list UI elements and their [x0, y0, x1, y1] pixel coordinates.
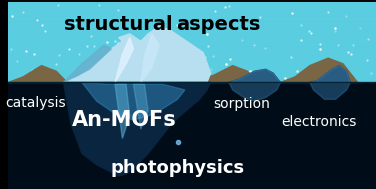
Polygon shape	[310, 66, 350, 82]
Text: catalysis: catalysis	[6, 96, 66, 110]
Bar	[8, 82, 376, 189]
Bar	[8, 66, 376, 69]
Polygon shape	[115, 38, 133, 82]
Text: An-MOFs: An-MOFs	[72, 110, 177, 130]
Text: sorption: sorption	[214, 97, 270, 111]
Bar	[8, 22, 376, 24]
Polygon shape	[229, 69, 280, 82]
Polygon shape	[64, 26, 211, 82]
Text: electronics: electronics	[281, 115, 357, 129]
Bar	[8, 46, 376, 49]
Bar	[8, 38, 376, 41]
Bar	[8, 24, 376, 27]
Bar	[8, 2, 376, 82]
Bar	[8, 63, 376, 66]
Bar	[8, 58, 376, 60]
Bar	[8, 77, 376, 80]
Polygon shape	[115, 84, 130, 139]
Polygon shape	[8, 66, 67, 82]
Polygon shape	[310, 82, 350, 99]
Bar	[8, 35, 376, 38]
Bar	[8, 30, 376, 33]
Bar	[8, 19, 376, 22]
Polygon shape	[82, 82, 185, 120]
Bar	[8, 8, 376, 10]
Bar	[8, 49, 376, 52]
Polygon shape	[229, 69, 280, 82]
Polygon shape	[229, 82, 280, 101]
Polygon shape	[310, 66, 350, 82]
Text: structural: structural	[64, 15, 173, 34]
Text: aspects: aspects	[176, 15, 260, 34]
Bar	[8, 74, 376, 77]
Polygon shape	[64, 45, 111, 82]
Bar	[8, 71, 376, 74]
Bar	[8, 5, 376, 8]
Polygon shape	[310, 82, 350, 99]
Polygon shape	[74, 41, 192, 82]
Bar	[8, 13, 376, 16]
Polygon shape	[280, 58, 358, 82]
Bar	[8, 27, 376, 30]
Bar	[8, 60, 376, 63]
Bar	[8, 33, 376, 35]
Bar	[8, 55, 376, 57]
Bar	[8, 52, 376, 55]
Polygon shape	[192, 66, 258, 82]
Bar	[8, 69, 376, 71]
Bar	[8, 16, 376, 19]
Bar	[8, 41, 376, 44]
Bar	[8, 44, 376, 46]
Text: photophysics: photophysics	[111, 160, 245, 177]
Polygon shape	[229, 82, 280, 101]
Polygon shape	[141, 34, 159, 82]
Bar	[8, 80, 376, 82]
Bar	[8, 2, 376, 5]
Bar	[8, 11, 376, 13]
Polygon shape	[133, 84, 148, 129]
Bar	[8, 0, 376, 2]
Polygon shape	[64, 82, 211, 176]
